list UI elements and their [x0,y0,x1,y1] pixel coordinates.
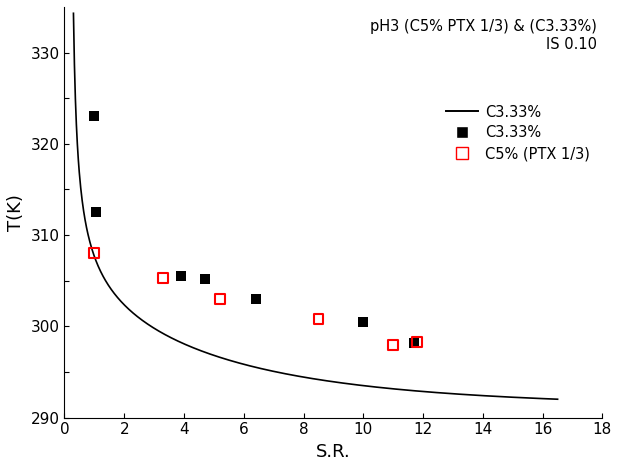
Point [89,249,99,257]
Point [412,338,422,346]
Point [89,113,99,120]
Point [388,341,398,348]
Y-axis label: T(K): T(K) [7,194,25,231]
Point [200,275,210,283]
Point [91,209,101,216]
Point [158,274,168,282]
Point [409,339,419,346]
Point [176,272,186,280]
Point [314,315,324,323]
Text: pH3 (C5% PTX 1/3) & (C3.33%)
IS 0.10: pH3 (C5% PTX 1/3) & (C3.33%) IS 0.10 [370,19,597,51]
Legend: C3.33%, C3.33%, C5% (PTX 1/3): C3.33%, C3.33%, C5% (PTX 1/3) [446,104,590,161]
Point [251,295,261,303]
Point [358,318,368,326]
Point [215,295,225,303]
X-axis label: S.R.: S.R. [316,443,351,461]
